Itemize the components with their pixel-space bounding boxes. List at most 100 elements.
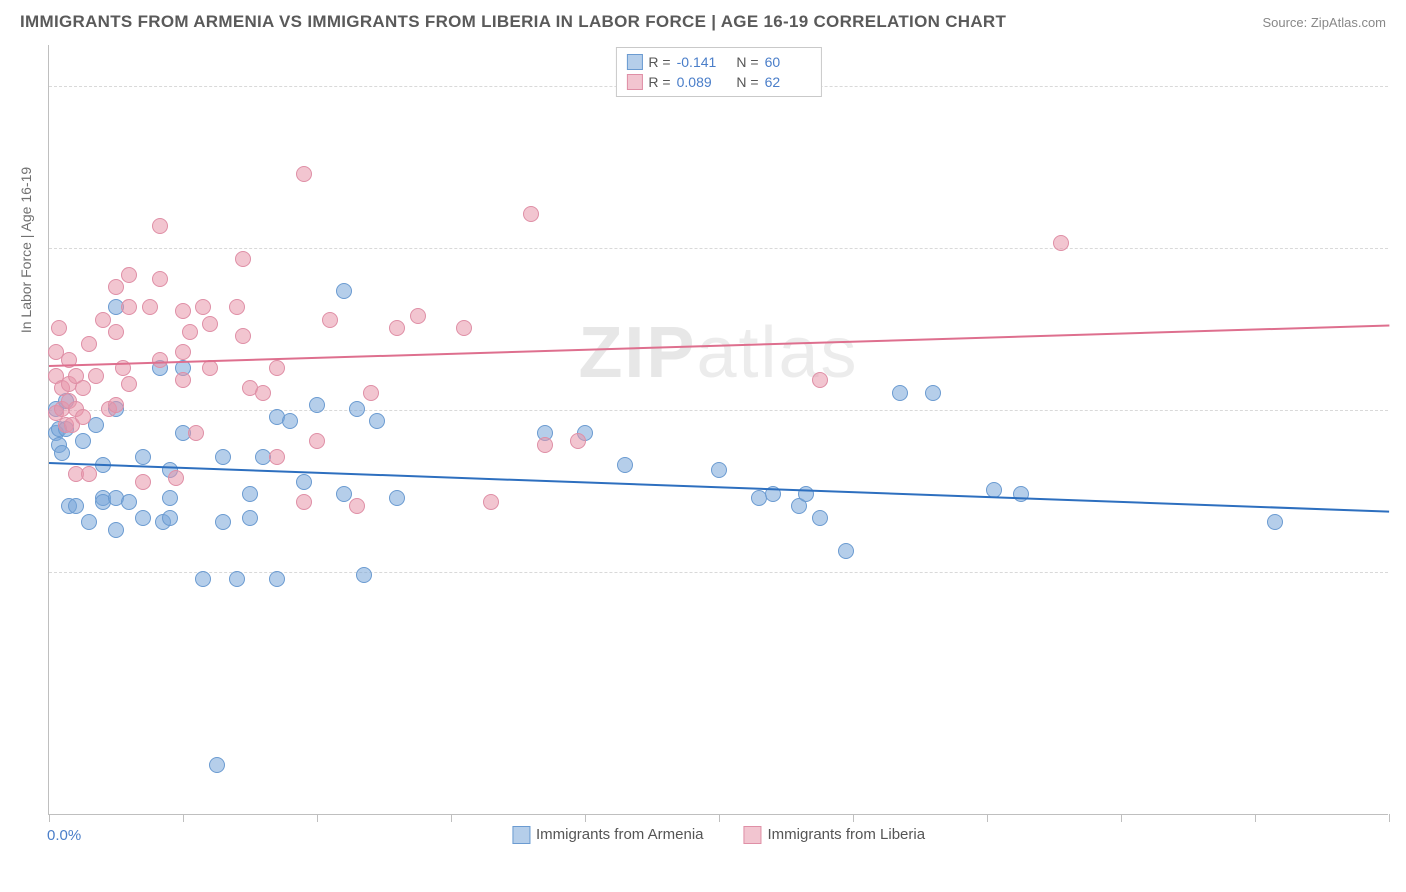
data-point: [195, 299, 211, 315]
legend-swatch: [744, 826, 762, 844]
data-point: [152, 352, 168, 368]
data-point: [135, 449, 151, 465]
data-point: [255, 385, 271, 401]
data-point: [75, 380, 91, 396]
source-label: Source: ZipAtlas.com: [1262, 15, 1386, 30]
y-axis-label: In Labor Force | Age 16-19: [18, 120, 34, 380]
data-point: [142, 299, 158, 315]
chart-title: IMMIGRANTS FROM ARMENIA VS IMMIGRANTS FR…: [20, 12, 1006, 32]
gridline: [49, 248, 1388, 249]
data-point: [175, 344, 191, 360]
data-point: [296, 474, 312, 490]
legend-label: Immigrants from Armenia: [536, 826, 704, 843]
data-point: [363, 385, 379, 401]
data-point: [135, 510, 151, 526]
data-point: [229, 571, 245, 587]
x-tick: [719, 814, 720, 822]
data-point: [152, 218, 168, 234]
data-point: [195, 571, 211, 587]
data-point: [215, 514, 231, 530]
x-tick: [585, 814, 586, 822]
data-point: [81, 466, 97, 482]
data-point: [75, 409, 91, 425]
data-point: [309, 397, 325, 413]
data-point: [68, 498, 84, 514]
legend-item: Immigrants from Liberia: [744, 826, 926, 844]
data-point: [108, 522, 124, 538]
x-tick: [49, 814, 50, 822]
data-point: [349, 498, 365, 514]
stats-row: R = -0.141 N = 60: [626, 52, 810, 72]
x-min-label: 0.0%: [47, 827, 81, 844]
data-point: [162, 510, 178, 526]
data-point: [175, 372, 191, 388]
data-point: [336, 283, 352, 299]
data-point: [410, 308, 426, 324]
data-point: [108, 397, 124, 413]
data-point: [356, 567, 372, 583]
data-point: [1053, 235, 1069, 251]
data-point: [88, 368, 104, 384]
data-point: [269, 449, 285, 465]
data-point: [282, 413, 298, 429]
data-point: [570, 433, 586, 449]
x-tick: [853, 814, 854, 822]
data-point: [188, 425, 204, 441]
data-point: [296, 494, 312, 510]
x-tick: [1255, 814, 1256, 822]
legend-label: Immigrants from Liberia: [768, 826, 926, 843]
data-point: [202, 360, 218, 376]
data-point: [369, 413, 385, 429]
data-point: [75, 433, 91, 449]
data-point: [168, 470, 184, 486]
data-point: [389, 490, 405, 506]
data-point: [121, 376, 137, 392]
data-point: [182, 324, 198, 340]
data-point: [523, 206, 539, 222]
data-point: [798, 486, 814, 502]
data-point: [54, 445, 70, 461]
data-point: [108, 324, 124, 340]
data-point: [88, 417, 104, 433]
x-tick: [1121, 814, 1122, 822]
legend-swatch: [626, 74, 642, 90]
scatter-chart: ZIPatlas 20.0%40.0%60.0%80.0%0.0%20.0%R …: [48, 45, 1388, 815]
data-point: [121, 267, 137, 283]
data-point: [235, 251, 251, 267]
gridline: [49, 572, 1388, 573]
data-point: [175, 303, 191, 319]
stats-row: R = 0.089 N = 62: [626, 72, 810, 92]
data-point: [209, 757, 225, 773]
data-point: [242, 510, 258, 526]
data-point: [81, 514, 97, 530]
y-tick-label: 80.0%: [1395, 77, 1406, 94]
gridline: [49, 410, 1388, 411]
data-point: [322, 312, 338, 328]
data-point: [121, 299, 137, 315]
legend-item: Immigrants from Armenia: [512, 826, 704, 844]
data-point: [537, 437, 553, 453]
data-point: [162, 490, 178, 506]
stats-legend: R = -0.141 N = 60R = 0.089 N = 62: [615, 47, 821, 97]
y-tick-label: 60.0%: [1395, 239, 1406, 256]
data-point: [349, 401, 365, 417]
legend-swatch: [512, 826, 530, 844]
x-tick: [451, 814, 452, 822]
data-point: [336, 486, 352, 502]
data-point: [95, 312, 111, 328]
data-point: [229, 299, 245, 315]
x-tick: [1389, 814, 1390, 822]
x-tick: [183, 814, 184, 822]
data-point: [235, 328, 251, 344]
data-point: [309, 433, 325, 449]
data-point: [389, 320, 405, 336]
y-tick-label: 20.0%: [1395, 563, 1406, 580]
data-point: [1267, 514, 1283, 530]
data-point: [269, 360, 285, 376]
data-point: [135, 474, 151, 490]
data-point: [892, 385, 908, 401]
series-legend: Immigrants from Armenia Immigrants from L…: [512, 826, 925, 844]
y-tick-label: 40.0%: [1395, 401, 1406, 418]
data-point: [269, 571, 285, 587]
data-point: [483, 494, 499, 510]
